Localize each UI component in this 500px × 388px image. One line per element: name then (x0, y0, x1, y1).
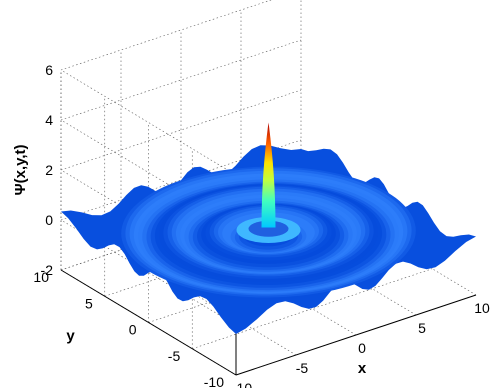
z-axis-label: Ψ(x,y,t) (12, 144, 29, 195)
tick-label: -5 (296, 360, 309, 376)
tick-label: 10 (33, 269, 49, 285)
tick-label: 5 (418, 320, 426, 336)
grid-line (60, 269, 237, 376)
grid-line (60, 0, 272, 71)
grid-line (235, 294, 477, 376)
tick-label: -2 (41, 262, 54, 278)
tick-label: 2 (45, 162, 53, 178)
tick-label: -5 (168, 348, 181, 364)
tick-label: -10 (204, 374, 224, 388)
tick-label: 4 (45, 112, 53, 128)
tick-label: 10 (474, 300, 490, 316)
tick-label: 0 (358, 340, 366, 356)
tick-label: 5 (85, 295, 93, 311)
x-axis-label: x (358, 360, 367, 377)
tick-label: 6 (45, 62, 53, 78)
central-peak (261, 122, 276, 228)
y-axis-label: y (66, 328, 75, 345)
tick-label: -10 (232, 380, 252, 388)
grid-line (60, 39, 302, 121)
grid-line (60, 69, 237, 176)
tick-label: 0 (129, 322, 137, 338)
surface (61, 122, 476, 334)
inner-ring-core (248, 220, 289, 237)
tick-label: 0 (45, 212, 53, 228)
